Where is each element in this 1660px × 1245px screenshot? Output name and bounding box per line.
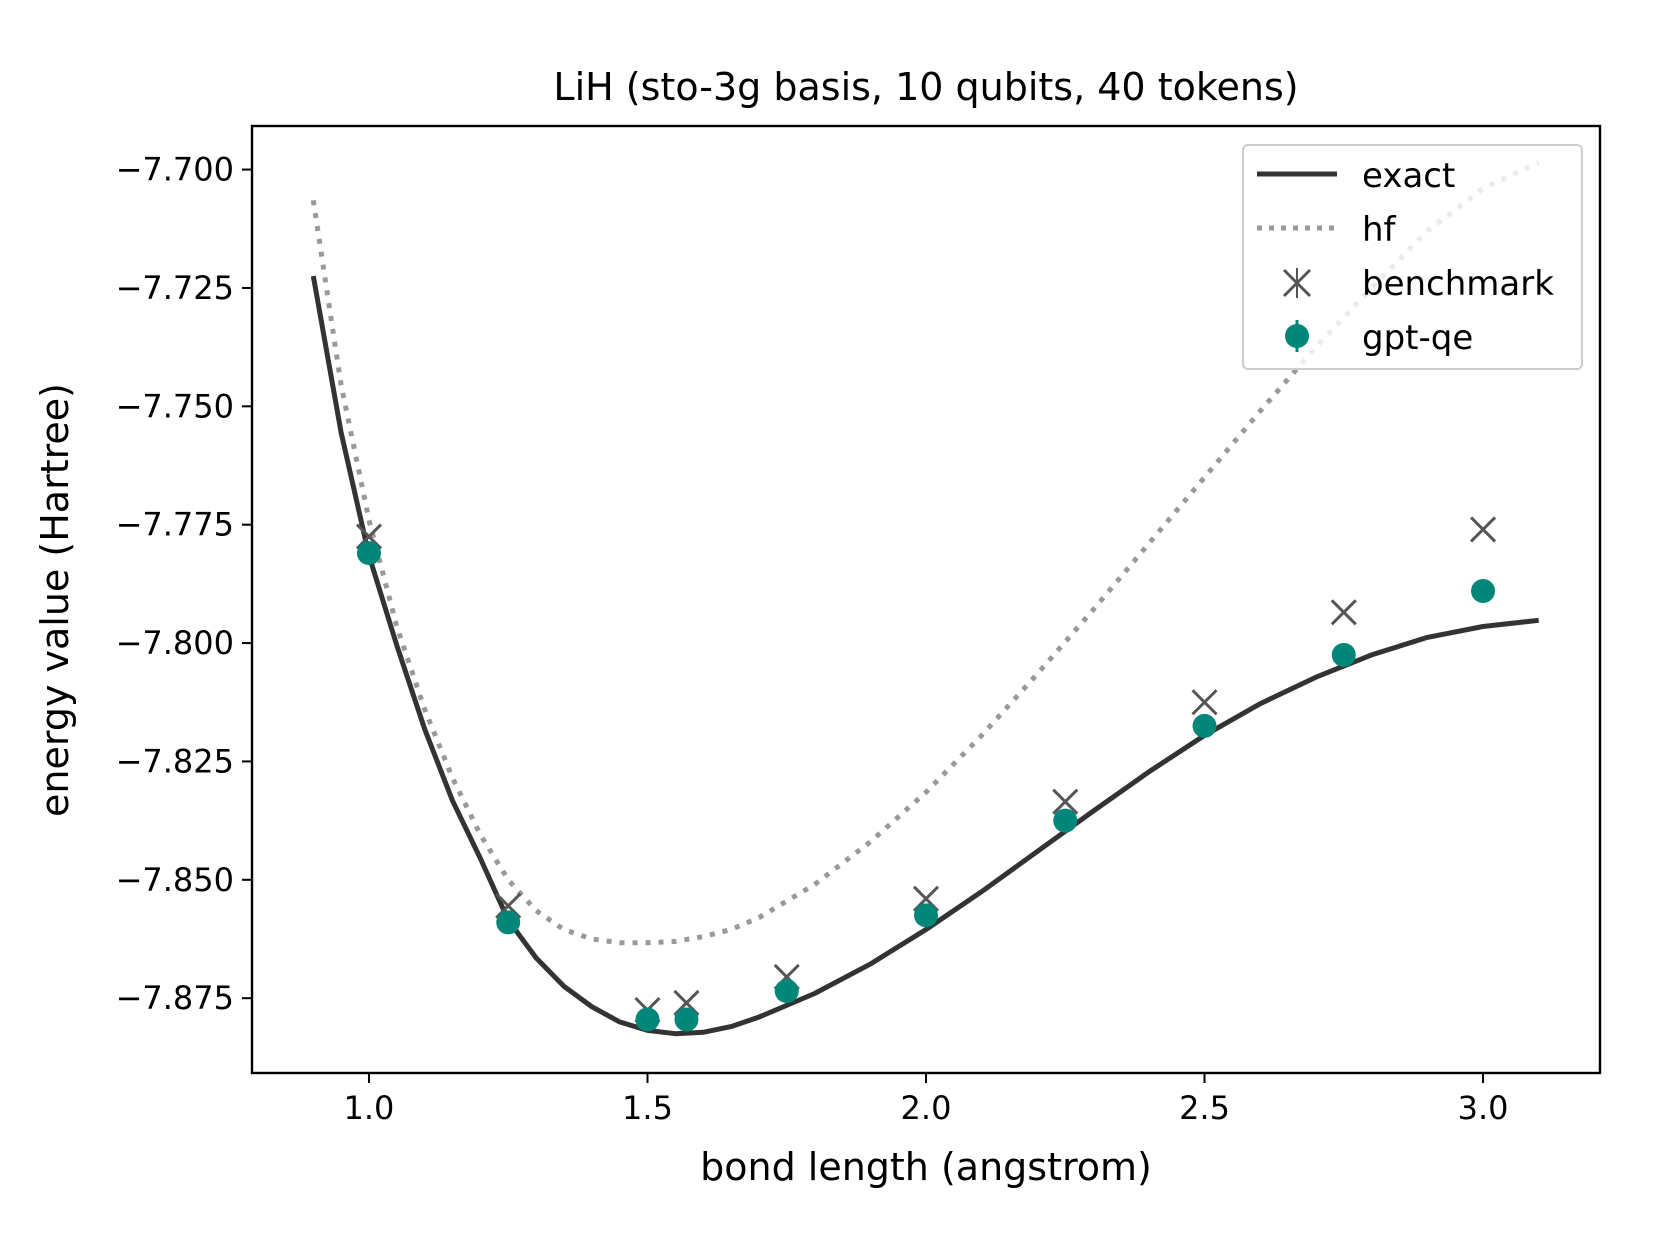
y-axis-label: energy value (Hartree) — [33, 383, 77, 817]
gpt-qe-point — [1471, 578, 1496, 603]
x-tick-label: 3.0 — [1458, 1089, 1509, 1127]
gpt-qe-point — [356, 541, 381, 566]
y-tick-label: −7.850 — [116, 861, 234, 899]
gpt-qe-point — [1331, 642, 1356, 667]
y-tick-label: −7.725 — [116, 269, 234, 307]
x-tick-label: 2.5 — [1179, 1089, 1230, 1127]
hf-line — [310, 160, 1540, 946]
x-tick-label: 1.0 — [344, 1089, 395, 1127]
gpt-qe-point — [774, 979, 799, 1004]
legend-gpt-qe-label: gpt-qe — [1362, 318, 1473, 358]
legend-box — [1242, 144, 1583, 370]
chart-title: LiH (sto-3g basis, 10 qubits, 40 tokens) — [553, 65, 1298, 109]
gpt-qe-point — [496, 910, 521, 935]
benchmark-point — [1052, 788, 1079, 815]
benchmark-point — [1469, 516, 1497, 543]
y-tick-label: −7.775 — [116, 506, 234, 544]
y-tick-label: −7.875 — [116, 979, 234, 1017]
benchmark-point — [1191, 689, 1218, 716]
x-axis-ticks: 1.0 1.5 2.0 2.5 3.0 — [344, 1073, 1509, 1127]
legend-hf-label: hf — [1362, 210, 1397, 250]
gpt-qe-point — [1192, 713, 1217, 738]
gpt-qe-point — [635, 1007, 660, 1032]
legend-exact-label: exact — [1362, 156, 1455, 196]
legend: exact hf benchmark gpt-qe — [1242, 144, 1583, 370]
gpt-qe-point — [674, 1007, 699, 1032]
y-tick-label: −7.800 — [116, 624, 234, 662]
exact-line — [310, 275, 1539, 1037]
y-tick-label: −7.750 — [116, 387, 234, 425]
benchmark-point — [1330, 599, 1357, 626]
gpt-qe-point — [914, 903, 938, 928]
x-tick-label: 1.5 — [622, 1089, 673, 1127]
legend-benchmark-swatch — [1282, 268, 1312, 298]
x-axis-label: bond length (angstrom) — [700, 1145, 1152, 1189]
legend-gpt-qe-swatch — [1285, 320, 1309, 352]
gpt-qe-point — [1053, 808, 1078, 833]
x-tick-label: 2.0 — [901, 1089, 952, 1127]
y-tick-label: −7.700 — [116, 151, 234, 189]
plot-area — [310, 160, 1540, 1037]
y-tick-label: −7.825 — [116, 742, 234, 780]
legend-benchmark-label: benchmark — [1362, 264, 1554, 304]
y-axis-ticks: −7.700 −7.725 −7.750 −7.775 −7.800 −7.825 −7.8… — [116, 151, 252, 1017]
